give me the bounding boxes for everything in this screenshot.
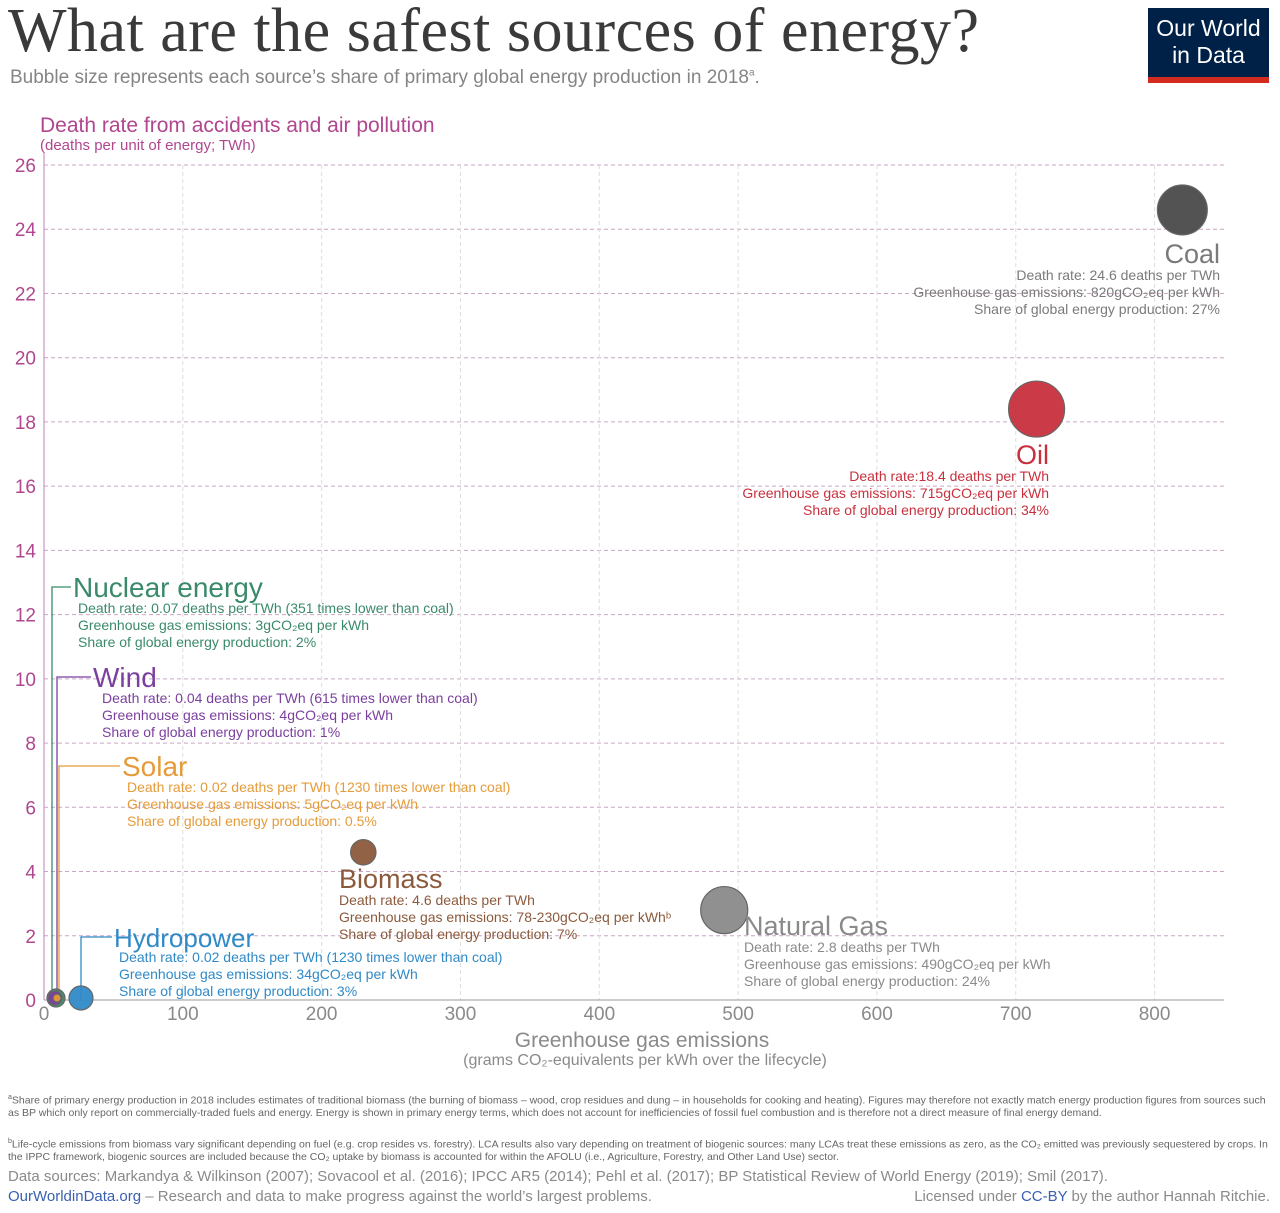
natural_gas-name-label: Natural Gas — [744, 911, 888, 941]
x-tick-label: 0 — [39, 1004, 50, 1025]
nuclear-detail-line: Death rate: 0.07 deaths per TWh (351 tim… — [78, 600, 454, 616]
footnote-b-marker: b — [8, 1138, 12, 1145]
footnote-a-marker: a — [8, 1094, 12, 1101]
logo-line-1: Our World — [1156, 15, 1261, 41]
biomass-detail-line: Greenhouse gas emissions: 78-230gCO₂eq p… — [339, 909, 671, 925]
wind-detail-line: Death rate: 0.04 deaths per TWh (615 tim… — [102, 690, 478, 706]
y-axis-subtitle: (deaths per unit of energy; TWh) — [40, 137, 256, 154]
bubble-chart: Death rate from accidents and air pollut… — [15, 114, 1224, 1069]
solar-detail-line: Greenhouse gas emissions: 5gCO₂eq per kW… — [127, 796, 418, 812]
oil-detail-line: Share of global energy production: 34% — [803, 502, 1049, 518]
solar-detail-line: Death rate: 0.02 deaths per TWh (1230 ti… — [127, 779, 510, 795]
y-tick-label: 6 — [25, 798, 36, 819]
biomass-name-label: Biomass — [339, 864, 443, 894]
subtitle-footnote-marker: a — [748, 67, 755, 79]
coal-detail-line: Share of global energy production: 27% — [974, 301, 1220, 317]
coal-bubble — [1156, 184, 1208, 236]
oil-detail-line: Greenhouse gas emissions: 715gCO₂eq per … — [742, 485, 1049, 501]
logo-line-2: in Data — [1172, 42, 1245, 68]
hydropower-bubble — [68, 985, 94, 1011]
owid-logo[interactable]: Our World in Data — [1148, 8, 1269, 83]
y-tick-label: 14 — [15, 541, 37, 562]
hydropower-detail-line: Share of global energy production: 3% — [119, 983, 357, 999]
subtitle-text: Bubble size represents each source’s sha… — [10, 67, 749, 88]
y-tick-label: 20 — [15, 349, 36, 370]
hydropower-connector — [80, 936, 112, 1000]
x-tick-label: 100 — [167, 1004, 199, 1025]
coal-name-label: Coal — [1164, 239, 1220, 269]
y-axis-title: Death rate from accidents and air pollut… — [40, 114, 435, 137]
wind-detail-line: Greenhouse gas emissions: 4gCO₂eq per kW… — [102, 707, 393, 723]
y-tick-label: 10 — [15, 670, 36, 691]
footnote-a-text: Share of primary energy production in 20… — [8, 1094, 1266, 1120]
x-tick-label: 500 — [722, 1004, 754, 1025]
y-tick-label: 16 — [15, 477, 36, 498]
license-note: Licensed under CC-BY by the author Hanna… — [914, 1188, 1270, 1205]
oil-name-label: Oil — [1016, 440, 1049, 470]
license-link[interactable]: CC-BY — [1020, 1188, 1068, 1205]
data-sources: Data sources: Markandya & Wilkinson (200… — [8, 1168, 1108, 1185]
coal-detail-line: Death rate: 24.6 deaths per TWh — [1016, 267, 1220, 283]
footnote-b-text: Life-cycle emissions from biomass vary s… — [8, 1138, 1268, 1164]
hydropower-detail-line: Greenhouse gas emissions: 34gCO₂eq per k… — [119, 966, 418, 982]
natural_gas-detail-line: Greenhouse gas emissions: 490gCO₂eq per … — [744, 956, 1051, 972]
y-tick-label: 22 — [15, 284, 36, 305]
wind-name-label: Wind — [93, 662, 157, 693]
natural_gas-detail-line: Death rate: 2.8 deaths per TWh — [744, 939, 940, 955]
owid-tagline-text: – Research and data to make progress aga… — [141, 1188, 652, 1205]
biomass-detail-line: Death rate: 4.6 deaths per TWh — [339, 892, 535, 908]
y-tick-label: 2 — [25, 927, 36, 948]
wind-connector-line — [56, 676, 91, 1000]
solar-detail-line: Share of global energy production: 0.5% — [127, 813, 377, 829]
hydropower-name-label: Hydropower — [114, 923, 255, 953]
biomass-bubble — [349, 838, 377, 866]
y-tick-label: 26 — [15, 156, 36, 177]
license-prefix: Licensed under — [914, 1188, 1021, 1205]
solar-connector — [58, 765, 120, 1000]
y-tick-label: 0 — [25, 991, 36, 1012]
hydropower-connector-line — [80, 936, 112, 1000]
natural_gas-detail-line: Share of global energy production: 24% — [744, 973, 990, 989]
wind-connector — [56, 676, 91, 1000]
solar-connector-line — [58, 765, 120, 1000]
x-tick-label: 400 — [583, 1004, 615, 1025]
subtitle-end: . — [754, 67, 760, 88]
oil-detail-line: Death rate:18.4 deaths per TWh — [849, 468, 1049, 484]
x-tick-label: 800 — [1139, 1004, 1171, 1025]
solar-name-label: Solar — [122, 751, 187, 782]
x-tick-label: 200 — [306, 1004, 338, 1025]
wind-detail-line: Share of global energy production: 1% — [102, 724, 340, 740]
x-axis-title: Greenhouse gas emissions — [515, 1029, 769, 1052]
nuclear-connector-line — [51, 586, 71, 1000]
y-tick-label: 18 — [15, 413, 36, 434]
natural_gas-bubble — [700, 885, 749, 935]
x-tick-label: 300 — [445, 1004, 477, 1025]
biomass-detail-line: Share of global energy production: 7% — [339, 926, 577, 942]
owid-tagline: OurWorldinData.org – Research and data t… — [8, 1188, 652, 1205]
nuclear-connector — [51, 586, 71, 1000]
nuclear-name-label: Nuclear energy — [73, 572, 263, 603]
nuclear-detail-line: Greenhouse gas emissions: 3gCO₂eq per kW… — [78, 617, 369, 633]
x-tick-label: 700 — [1000, 1004, 1032, 1025]
solar-bubble — [52, 993, 62, 1003]
owid-link[interactable]: OurWorldinData.org — [8, 1188, 142, 1205]
x-axis-subtitle: (grams CO₂-equivalents per kWh over the … — [463, 1052, 827, 1069]
y-tick-label: 24 — [15, 220, 37, 241]
x-tick-label: 600 — [861, 1004, 893, 1025]
footnote-b: bLife-cycle emissions from biomass vary … — [8, 1136, 1270, 1164]
coal-detail-line: Greenhouse gas emissions: 820gCO₂eq per … — [913, 284, 1220, 300]
page-subtitle: Bubble size represents each source’s sha… — [10, 67, 760, 89]
y-tick-label: 4 — [25, 863, 36, 884]
footnote-a: aShare of primary energy production in 2… — [8, 1092, 1270, 1120]
y-tick-label: 8 — [25, 734, 36, 755]
nuclear-detail-line: Share of global energy production: 2% — [78, 634, 316, 650]
license-suffix: by the author Hannah Ritchie. — [1067, 1188, 1270, 1205]
oil-bubble — [1007, 380, 1066, 438]
page-title: What are the safest sources of energy? — [8, 0, 980, 65]
hydropower-detail-line: Death rate: 0.02 deaths per TWh (1230 ti… — [119, 949, 502, 965]
y-tick-label: 12 — [15, 606, 36, 627]
